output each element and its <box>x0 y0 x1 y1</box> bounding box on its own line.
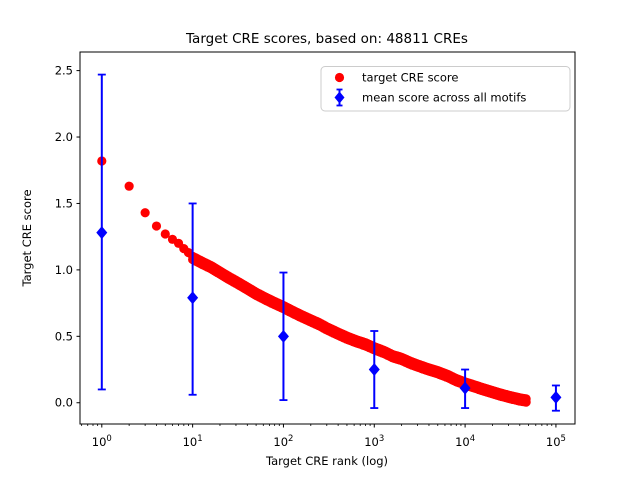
x-axis-ticks: 100 101 102 103 104 105 <box>81 424 566 449</box>
blue-diamond-marker <box>459 381 471 395</box>
y-tick-label: 1.0 <box>55 263 73 277</box>
x-tick-label: 103 <box>364 434 384 449</box>
legend-entry-mean: mean score across all motifs <box>334 88 526 107</box>
x-tick-label: 105 <box>546 434 566 449</box>
mean-errorbar <box>96 73 108 391</box>
x-tick-label: 100 <box>92 434 112 449</box>
red-dot <box>151 221 162 231</box>
y-axis-ticks: 0.0 0.5 1.0 1.5 2.0 2.5 <box>55 64 80 410</box>
legend-label-target: target CRE score <box>362 71 458 85</box>
y-tick-label: 1.5 <box>55 196 73 210</box>
red-dot <box>521 394 531 404</box>
y-tick-label: 0.5 <box>55 329 73 343</box>
plot-frame <box>79 51 576 425</box>
red-dot <box>124 181 134 191</box>
blue-diamond-marker <box>277 329 289 343</box>
x-tick-label: 104 <box>455 434 475 449</box>
x-axis-label: Target CRE rank (log) <box>265 454 388 468</box>
blue-diamond-marker <box>187 291 199 305</box>
blue-diamond-marker <box>368 363 380 377</box>
legend-label-mean: mean score across all motifs <box>362 91 526 105</box>
mean-errorbar <box>277 271 289 401</box>
y-tick-label: 0.0 <box>55 396 73 410</box>
y-tick-label: 2.5 <box>55 64 73 78</box>
red-circle-marker-icon <box>334 72 345 83</box>
mean-errorbar <box>459 368 471 409</box>
y-axis-label: Target CRE score <box>20 189 34 287</box>
mean-errorbar <box>187 202 199 396</box>
blue-diamond-marker <box>96 226 108 240</box>
legend-box <box>320 66 571 112</box>
red-dot <box>160 229 170 239</box>
chart-title: Target CRE scores, based on: 48811 CREs <box>185 31 468 47</box>
blue-diamond-marker-icon <box>334 91 345 104</box>
mean-errorbar <box>550 384 562 412</box>
legend: target CRE score mean score across all m… <box>320 66 571 112</box>
blue-series <box>96 73 562 412</box>
x-tick-label: 102 <box>273 434 293 449</box>
y-tick-label: 2.0 <box>55 130 73 144</box>
red-dot <box>140 208 150 218</box>
blue-diamond-marker <box>550 390 562 404</box>
mean-errorbar <box>368 330 380 409</box>
x-tick-label: 101 <box>183 434 203 449</box>
legend-entry-target: target CRE score <box>334 71 458 85</box>
